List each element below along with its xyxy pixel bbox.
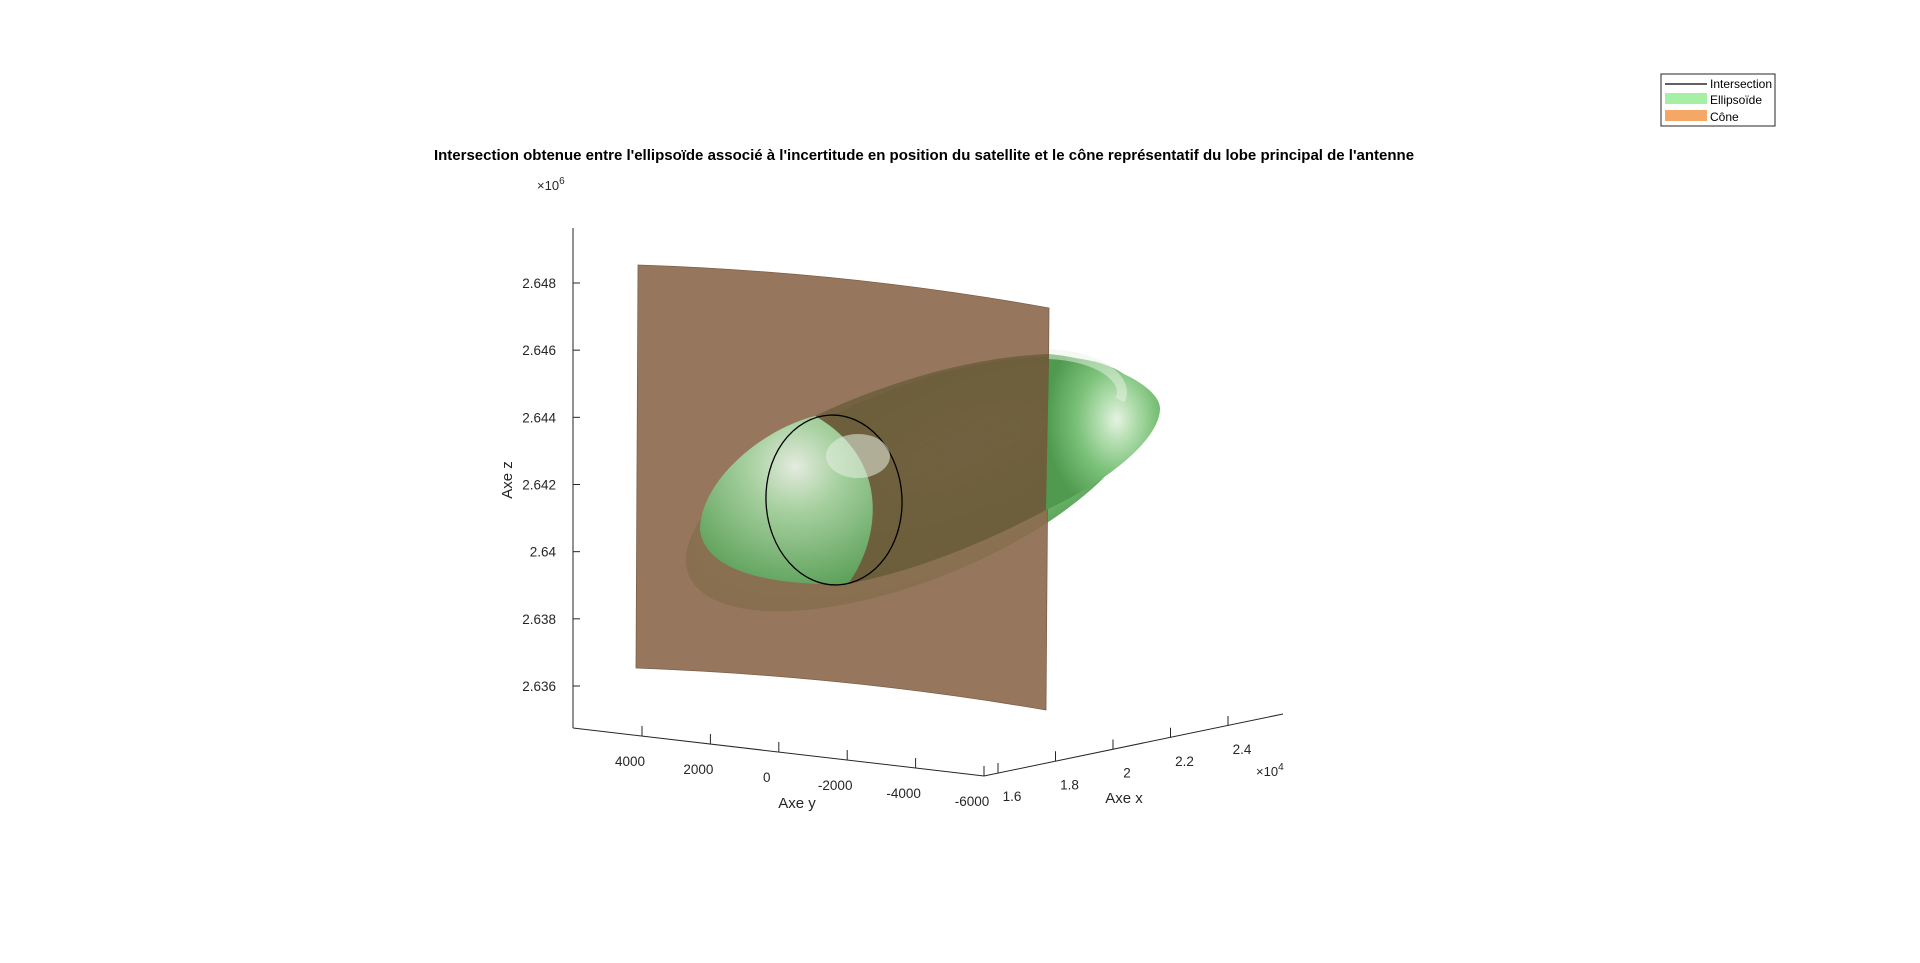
x-tick-label: 2: [1123, 766, 1131, 781]
ellipsoid-front: [1046, 349, 1161, 510]
legend-cone-swatch: [1665, 110, 1707, 121]
x-tick-label: 2.2: [1175, 754, 1194, 769]
y-tick-label: -6000: [955, 794, 990, 809]
z-tick-label: 2.644: [522, 410, 556, 425]
chart-title: Intersection obtenue entre l'ellipsoïde …: [434, 147, 1414, 164]
y-tick-label: -4000: [886, 786, 921, 801]
z-tick-label: 2.638: [522, 612, 556, 627]
x-tick-label: 1.8: [1060, 777, 1079, 792]
z-tick-label: 2.642: [522, 478, 556, 493]
z-tick-label: 2.646: [522, 343, 556, 358]
legend-cone-label: Cône: [1710, 110, 1739, 124]
x-axis-line: [983, 713, 1284, 777]
legend-intersection-label: Intersection: [1710, 77, 1772, 91]
z-tick-label: 2.636: [522, 679, 556, 694]
x-axis-label: Axe x: [1105, 790, 1143, 807]
x-ticks: 1.6 1.8 2 2.2 2.4: [997, 716, 1252, 804]
z-ticks: 2.648 2.646 2.644 2.642 2.64 2.638 2.636: [522, 276, 580, 694]
z-tick-label: 2.64: [530, 545, 557, 560]
legend[interactable]: Intersection Ellipsoïde Cône: [1660, 73, 1776, 127]
intersection-curve: [765, 414, 903, 586]
z-exponent: ×106: [537, 176, 565, 193]
legend-ellipsoid-swatch: [1665, 93, 1707, 104]
ellipsoid-behind-cone: [815, 354, 1049, 584]
y-tick-label: 0: [763, 770, 771, 785]
z-axis-label: Axe z: [499, 461, 516, 499]
x-tick-label: 2.4: [1233, 742, 1252, 757]
z-tick-label: 2.648: [522, 276, 556, 291]
x-tick-label: 1.6: [1003, 789, 1022, 804]
y-tick-label: 2000: [683, 762, 713, 777]
y-tick-label: 4000: [615, 754, 645, 769]
y-axis-label: Axe y: [778, 795, 816, 812]
x-exponent: ×104: [1256, 762, 1284, 779]
intersection-cap-highlight: [826, 434, 890, 478]
y-ticks: 4000 2000 0 -2000 -4000 -6000: [615, 726, 989, 809]
y-tick-label: -2000: [818, 778, 853, 793]
legend-ellipsoid-label: Ellipsoïde: [1710, 93, 1762, 107]
